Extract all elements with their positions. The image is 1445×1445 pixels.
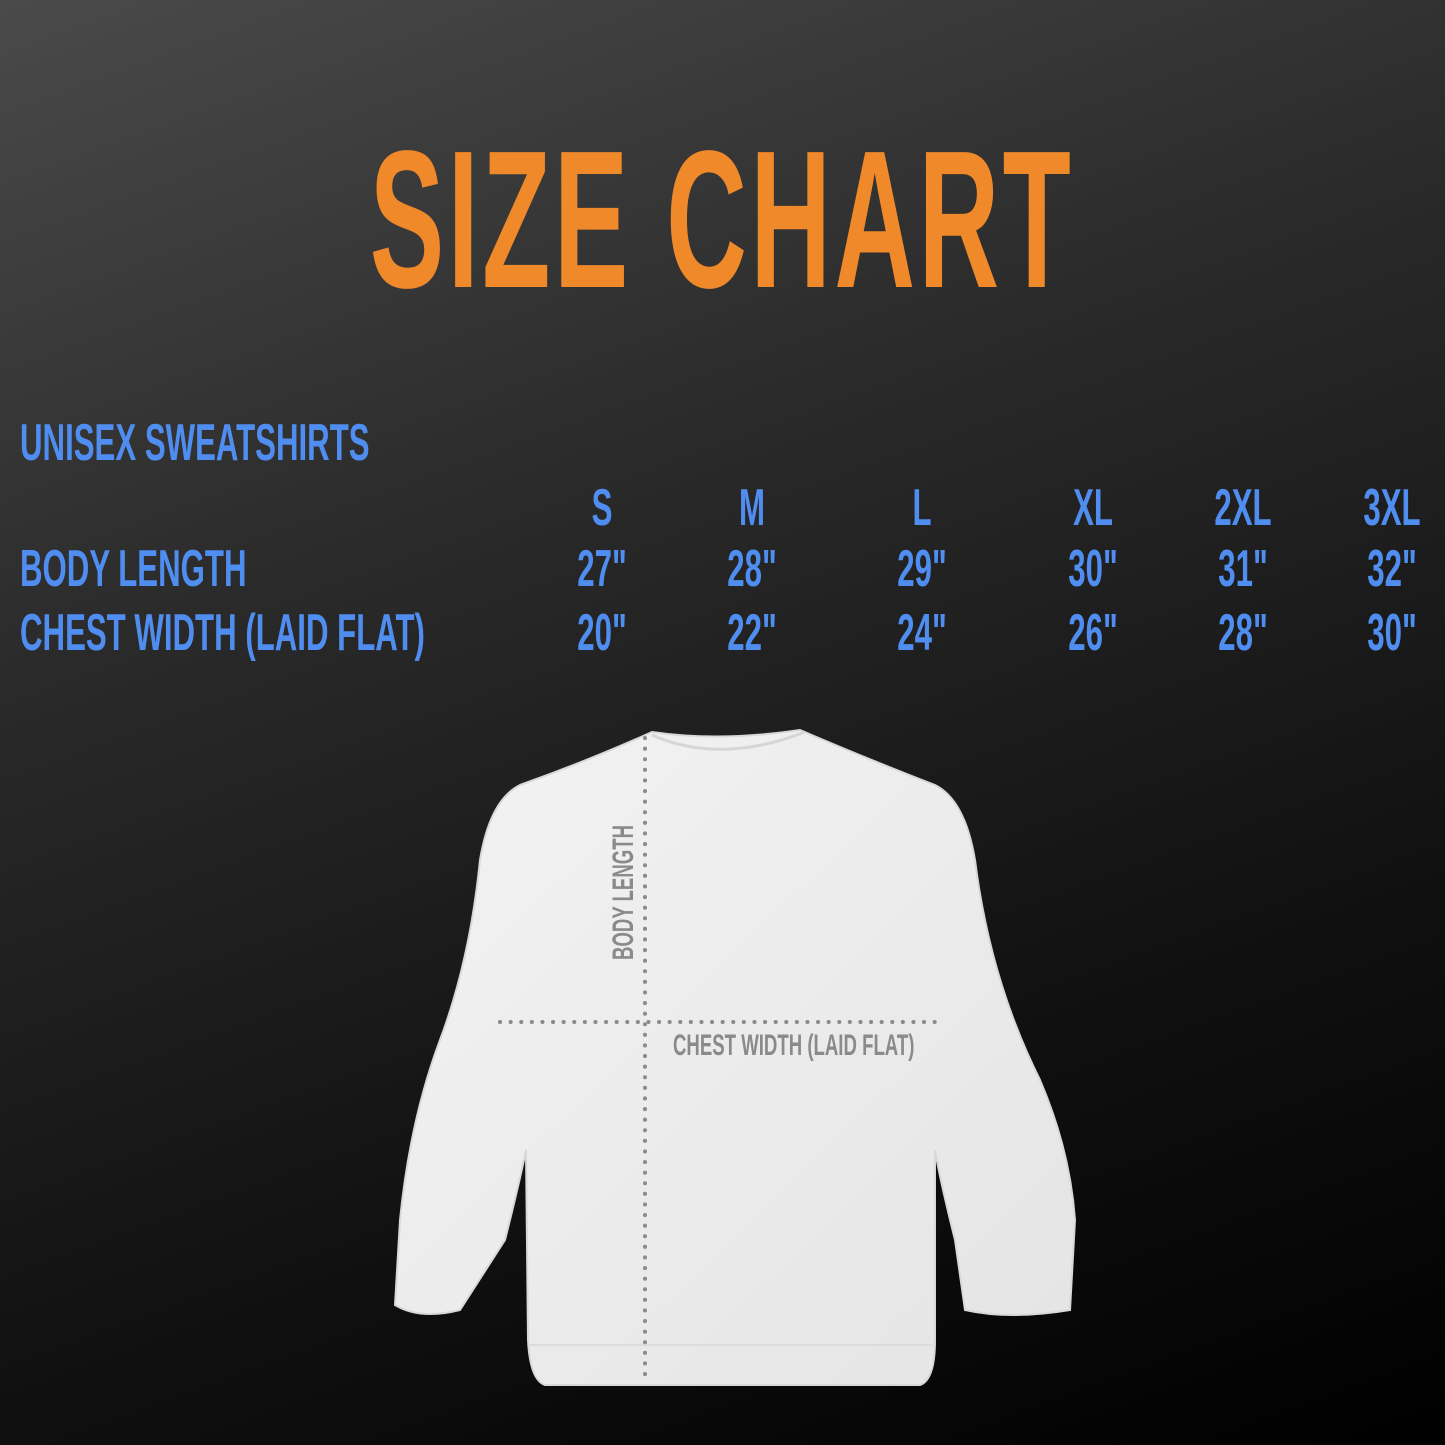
table-cell: 29" — [897, 540, 947, 598]
table-cell: 30" — [1068, 540, 1118, 598]
row-label-chest-width: CHEST WIDTH (LAID FLAT) — [20, 604, 425, 662]
size-2xl: 2XL — [1214, 479, 1272, 537]
table-cell: 20" — [577, 604, 627, 662]
diagram-label-body-length: BODY LENGTH — [607, 824, 640, 960]
table-cell: 28" — [727, 540, 777, 598]
size-m: M — [739, 479, 765, 537]
size-s: S — [591, 479, 613, 537]
table-cell: 27" — [577, 540, 627, 598]
size-xl: XL — [1073, 479, 1113, 537]
table-cell: 31" — [1218, 540, 1268, 598]
page-title: SIZE CHART — [369, 110, 1075, 329]
row-label-body-length: BODY LENGTH — [20, 540, 247, 598]
size-l: L — [912, 479, 932, 537]
collar — [651, 730, 806, 751]
table-cell: 32" — [1367, 540, 1417, 598]
table-cell: 28" — [1218, 604, 1268, 662]
size-3xl: 3XL — [1363, 479, 1421, 537]
table-heading: UNISEX SWEATSHIRTS — [20, 414, 370, 472]
diagram-label-chest-width: CHEST WIDTH (LAID FLAT) — [673, 1029, 915, 1062]
table-cell: 24" — [897, 604, 947, 662]
table-cell: 22" — [727, 604, 777, 662]
sweatshirt-body — [393, 728, 1077, 1386]
table-cell: 30" — [1367, 604, 1417, 662]
table-cell: 26" — [1068, 604, 1118, 662]
